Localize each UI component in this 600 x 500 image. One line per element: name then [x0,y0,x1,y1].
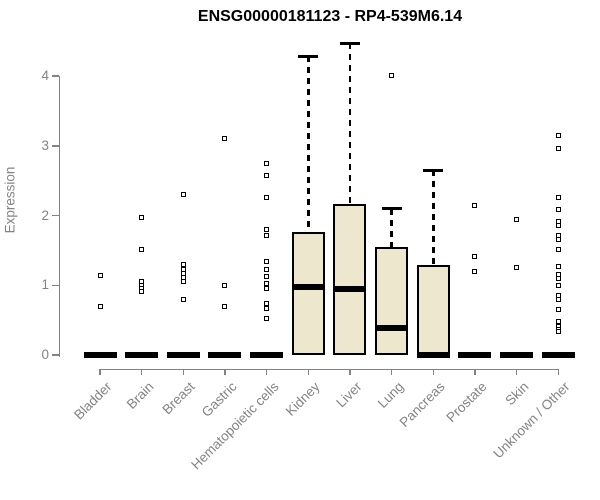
outlier-point [222,303,228,309]
outlier-point [555,247,561,253]
outlier-point [264,273,270,279]
outlier-point [555,146,561,152]
median-lung [375,325,409,332]
y-tick-label: 3 [41,137,49,153]
outlier-point [555,194,561,200]
x-tick [307,368,310,375]
outlier-point [264,267,270,273]
y-tick [51,354,59,356]
outlier-point [264,300,270,306]
outlier-point [139,215,145,221]
outlier-point [139,247,145,253]
y-tick-label: 1 [41,277,49,293]
y-tick [51,284,59,286]
outlier-point [264,226,270,232]
y-tick [51,75,59,77]
whisker-pancreas [432,170,435,266]
box-pancreas [416,265,450,355]
x-tick [140,368,143,375]
outlier-point [555,237,561,243]
whisker-liver [348,43,352,205]
whisker-cap-lung [381,207,402,211]
whisker-kidney [307,56,310,233]
outlier-point [555,263,561,269]
x-tick [224,368,226,375]
outlier-point [472,203,478,209]
x-tick [432,368,435,375]
outlier-point [514,264,520,270]
median-kidney [291,283,325,290]
outlier-point [264,259,270,265]
outlier-point [555,282,561,288]
whisker-cap-kidney [298,54,319,58]
box-lung [375,246,409,355]
outlier-point [180,296,186,302]
outlier-point [222,282,228,288]
box-liver [333,204,367,355]
x-tick [182,368,185,375]
outlier-point [264,233,270,239]
outlier-point [264,280,270,286]
x-tick [265,368,268,375]
whisker-cap-liver [339,41,360,45]
y-tick-label: 2 [41,207,49,223]
outlier-point [555,319,561,325]
outlier-point [514,217,520,223]
outlier-point [389,72,395,78]
x-tick [474,368,476,375]
zero-bar-brain [125,352,159,358]
y-tick-label: 0 [41,347,49,362]
whisker-lung [390,208,393,247]
zero-bar-breast [166,352,200,358]
outlier-point [555,297,561,303]
outlier-point [264,315,270,321]
outlier-point [472,269,478,275]
whisker-cap-pancreas [423,168,444,172]
outlier-point [180,278,186,284]
outlier-point [264,305,270,311]
zero-bar-hematopoietic-cells [250,352,284,358]
outlier-point [264,173,270,179]
x-tick [515,368,518,375]
outlier-point [180,261,186,267]
x-tick [99,368,101,375]
outlier-point [472,254,478,260]
outlier-point [264,285,270,291]
zero-bar-unknown-other [541,352,575,358]
outlier-point [97,272,103,278]
outlier-point [555,329,561,335]
y-tick [51,214,59,217]
x-axis-line [100,368,559,370]
zero-bar-skin [500,352,534,358]
outlier-point [555,307,561,313]
median-liver [333,285,367,292]
outlier-point [264,160,270,166]
chart-title: ENSG00000181123 - RP4-539M6.14 [197,8,463,25]
outlier-point [180,192,186,198]
outlier-point [555,206,561,212]
outlier-point [555,232,561,238]
outlier-point [555,292,561,298]
outlier-point [555,275,561,281]
outlier-point [222,136,228,142]
outlier-point [264,194,270,200]
zero-bar-prostate [458,352,492,358]
zero-bar-bladder [83,352,117,358]
zero-bar-gastric [208,352,242,358]
y-tick-label: 4 [41,68,49,83]
outlier-point [555,223,561,229]
y-tick [51,145,59,147]
x-tick [557,368,559,375]
y-axis-line [58,76,60,357]
median-pancreas [416,352,450,358]
outlier-point [555,133,561,139]
outlier-point [139,289,145,295]
x-tick [390,368,393,375]
outlier-point [97,304,103,310]
box-kidney [291,232,325,355]
x-tick [349,368,351,375]
